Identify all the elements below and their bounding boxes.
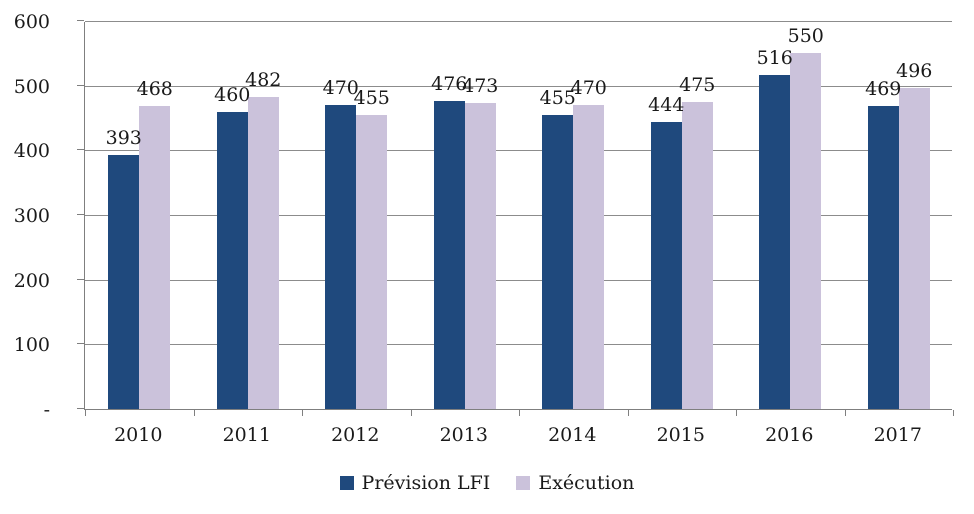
bar-value-label: 470 [570, 77, 607, 100]
legend-label: Exécution [538, 472, 635, 494]
x-axis-tick [193, 410, 195, 416]
x-axis-tick [736, 410, 737, 416]
y-axis-tick [77, 408, 84, 409]
bar-execution [790, 53, 822, 409]
bar-prevision [325, 105, 357, 409]
bar-value-label: 550 [787, 25, 824, 48]
y-axis-tick [77, 149, 84, 151]
bar-execution [898, 88, 930, 409]
bar-execution [139, 106, 171, 409]
bar-value-label: 473 [462, 75, 499, 98]
bar-prevision [108, 154, 140, 409]
x-tick-label: 2010 [114, 424, 163, 446]
legend-swatch [339, 476, 354, 490]
y-axis-tick [77, 84, 84, 86]
y-tick-label: - [43, 399, 50, 421]
bar-execution [464, 103, 496, 409]
y-tick-label: 500 [13, 75, 50, 98]
bar-value-label: 516 [756, 47, 793, 70]
bar-execution [356, 114, 388, 409]
x-tick-label: 2015 [656, 424, 705, 446]
bar-value-label: 444 [648, 93, 685, 116]
legend-item: Exécution [516, 470, 634, 496]
gridline [85, 215, 952, 216]
x-axis-tick-labels: 2010 2011 2012 2013 2014 2015 2016 2017 [0, 421, 974, 449]
y-tick-label: 600 [13, 11, 50, 33]
bar-value-label: 496 [896, 60, 933, 83]
plot-area: 393 468 460 482 470 455 476 473 455 470 444 475 516 5… [77, 20, 954, 416]
x-axis-tick [410, 410, 412, 416]
bar-prevision [650, 121, 682, 409]
x-axis-tick [85, 410, 86, 416]
y-axis-tick [77, 278, 84, 280]
legend-swatch [516, 476, 531, 490]
y-axis-tick [77, 20, 84, 21]
y-tick-label: 200 [13, 269, 50, 292]
bar-value-label: 470 [322, 77, 359, 100]
bar-value-label: 468 [136, 78, 173, 101]
bar-execution [247, 97, 279, 409]
bar-value-label: 482 [245, 69, 282, 92]
bar-prevision [542, 114, 574, 409]
x-tick-label: 2011 [222, 424, 271, 446]
legend-item: Prévision LFI [339, 470, 491, 496]
x-tick-label: 2013 [439, 424, 488, 446]
bar-prevision [433, 101, 465, 409]
bar-execution [681, 101, 713, 409]
y-axis-tick [77, 214, 84, 215]
gridline [85, 279, 952, 281]
x-axis-tick [953, 410, 954, 416]
x-tick-label: 2012 [331, 424, 380, 446]
y-axis-tick-labels: - 100 200 300 400 500 600 [0, 11, 50, 421]
bar-value-label: 393 [105, 126, 142, 149]
legend-label: Prévision LFI [361, 472, 491, 494]
bar-execution [573, 105, 605, 409]
x-axis-tick [844, 410, 846, 416]
bar-prevision [216, 111, 248, 409]
bar-value-label: 476 [431, 73, 468, 96]
bar-value-label: 469 [865, 77, 902, 100]
y-tick-label: 300 [13, 205, 50, 227]
bar-value-label: 455 [353, 86, 390, 109]
gridline [85, 85, 952, 87]
gridline [85, 21, 952, 22]
legend: Prévision LFI Exécution [0, 470, 974, 496]
gridline [85, 344, 952, 346]
bar-value-label: 460 [214, 83, 251, 106]
bar-value-label: 455 [539, 86, 576, 109]
x-axis-tick [627, 410, 629, 416]
bar-prevision [867, 105, 899, 409]
x-tick-label: 2016 [765, 424, 814, 446]
x-axis-tick [519, 410, 520, 416]
y-axis-tick [77, 343, 84, 345]
y-tick-label: 400 [13, 140, 50, 163]
bar-prevision [759, 75, 791, 409]
bar-value-label: 475 [679, 73, 716, 96]
gridline [85, 150, 952, 152]
y-tick-label: 100 [13, 334, 50, 357]
x-axis-tick [302, 410, 303, 416]
x-tick-label: 2017 [873, 424, 922, 446]
x-tick-label: 2014 [548, 424, 597, 446]
